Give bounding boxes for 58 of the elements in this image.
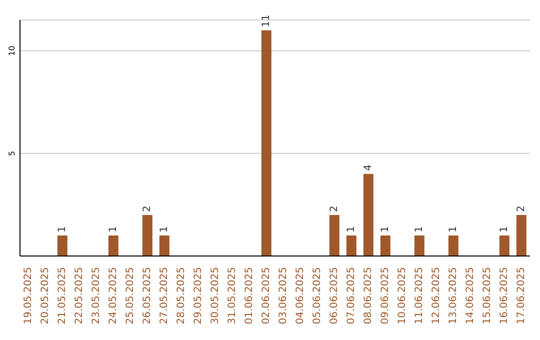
- data-label: 1: [448, 226, 459, 232]
- x-tick-label: 02.06.2025: [261, 267, 272, 324]
- data-label: 1: [56, 226, 68, 232]
- data-label: 11: [260, 14, 272, 28]
- x-tick-label: 01.06.2025: [244, 267, 255, 324]
- data-label: 2: [328, 206, 340, 212]
- x-tick-label: 23.05.2025: [91, 267, 102, 324]
- bar: [499, 235, 510, 256]
- x-tick-label: 16.06.2025: [499, 267, 510, 324]
- x-tick-label: 25.05.2025: [125, 267, 136, 324]
- y-tick-label: 10: [8, 46, 16, 56]
- x-tick-label: 22.05.2025: [74, 267, 85, 324]
- bar: [346, 235, 356, 256]
- bar: [108, 235, 118, 256]
- bar: [414, 235, 424, 256]
- x-tick-label: 13.06.2025: [448, 267, 459, 324]
- x-tick-label: 15.06.2025: [482, 267, 493, 324]
- x-tick-label: 24.05.2025: [108, 267, 119, 324]
- x-tick-label: 28.05.2025: [176, 267, 187, 324]
- y-tick-label: 5: [8, 150, 16, 156]
- bar: [261, 30, 272, 256]
- x-tick-label: 03.06.2025: [278, 267, 289, 324]
- data-label: 1: [380, 226, 391, 232]
- x-tick-label: 17.06.2025: [516, 267, 527, 324]
- x-tick-label: 07.06.2025: [346, 267, 357, 324]
- data-label: 1: [498, 226, 510, 232]
- bar: [329, 214, 340, 256]
- x-tick-label: 04.06.2025: [295, 267, 306, 324]
- data-label: 1: [346, 226, 357, 232]
- bar: [516, 214, 526, 256]
- x-tick-label: 27.05.2025: [159, 267, 170, 324]
- x-tick-label: 06.06.2025: [329, 267, 340, 324]
- x-tick-label: 12.06.2025: [431, 267, 442, 324]
- data-label: 1: [108, 226, 119, 232]
- x-tick-label: 30.05.2025: [210, 267, 221, 324]
- x-tick-label: 11.06.2025: [414, 267, 425, 324]
- bar: [159, 235, 170, 256]
- bar: [363, 174, 374, 256]
- x-tick-label: 21.05.2025: [57, 267, 68, 324]
- x-tick-label: 31.05.2025: [227, 267, 238, 324]
- x-tick-label: 29.05.2025: [193, 267, 204, 324]
- bar: [57, 235, 68, 256]
- bar: [380, 235, 390, 256]
- bar: [142, 214, 152, 256]
- x-tick-label: 19.05.2025: [23, 267, 34, 324]
- data-label: 2: [516, 206, 527, 212]
- x-tick-label: 08.06.2025: [363, 267, 374, 324]
- bar: [448, 235, 458, 256]
- x-tick-label: 10.06.2025: [397, 267, 408, 324]
- x-tick-label: 05.06.2025: [312, 267, 323, 324]
- data-label: 1: [158, 226, 170, 232]
- x-tick-label: 20.05.2025: [40, 267, 51, 324]
- data-label: 4: [362, 164, 374, 171]
- x-tick-label: 26.05.2025: [142, 267, 153, 324]
- data-label: 2: [142, 206, 153, 212]
- x-tick-label: 14.06.2025: [465, 267, 476, 324]
- data-label: 1: [414, 226, 425, 232]
- x-tick-label: 09.06.2025: [380, 267, 391, 324]
